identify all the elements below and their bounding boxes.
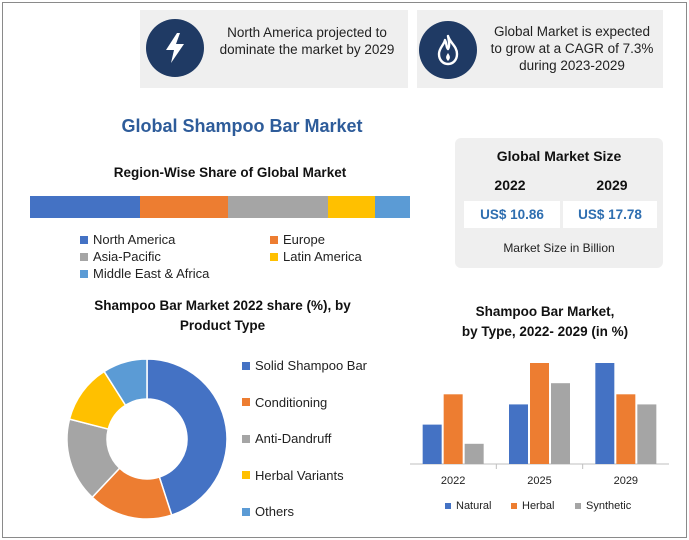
region-legend-item: Latin America (270, 249, 362, 264)
legend-label: Synthetic (586, 500, 632, 512)
donut-legend-item: Solid Shampoo Bar (242, 358, 367, 373)
type-bar-chart: 2022 2025 2029 (410, 363, 669, 487)
callout-text: Global Market is expected to grow at a C… (483, 23, 661, 74)
legend-label: Europe (283, 232, 325, 247)
x-tick-label: 2022 (441, 475, 465, 487)
market-size-box: Global Market Size 2022 2029 US$ 10.86 U… (455, 138, 663, 268)
donut-title-line: Product Type (179, 318, 266, 333)
legend-swatch (575, 503, 581, 509)
market-value-2029: US$ 17.78 (563, 201, 657, 228)
donut-chart (66, 358, 228, 520)
legend-label: Herbal (522, 500, 555, 512)
region-legend-item: North America (80, 232, 175, 247)
bar-natural-2022 (422, 424, 442, 464)
legend-label: Latin America (283, 249, 362, 264)
callout-cagr: Global Market is expected to grow at a C… (417, 10, 663, 88)
donut-title-line: Shampoo Bar Market 2022 share (%), by (94, 298, 351, 313)
region-segment-asia-pacific (227, 196, 329, 218)
donut-slice-solid-shampoo-bar (146, 358, 228, 517)
type-legend-item: Natural (445, 500, 491, 512)
region-segment-middle-east-africa (375, 196, 410, 218)
callout-line: to grow at a CAGR of 7.3% (490, 41, 654, 56)
bar-synthetic-2022 (464, 443, 484, 464)
bar-herbal-2022 (443, 394, 463, 464)
year-label-2022: 2022 (494, 177, 526, 193)
donut-legend-item: Herbal Variants (242, 468, 344, 483)
legend-swatch (242, 507, 250, 516)
legend-label: Middle East & Africa (93, 266, 210, 281)
type-title-line: by Type, 2022- 2029 (in %) (461, 324, 629, 339)
legend-label: Others (255, 504, 295, 519)
main-title: Global Shampoo Bar Market (121, 116, 363, 136)
legend-label: Herbal Variants (255, 467, 344, 483)
region-segment-north-america (30, 196, 141, 218)
flame-icon (437, 34, 459, 66)
legend-label: Conditioning (255, 394, 328, 410)
type-legend-item: Herbal (511, 500, 554, 512)
market-size-note: Market Size in Billion (503, 241, 615, 255)
legend-swatch (80, 252, 88, 261)
year-label-2029: 2029 (596, 177, 628, 193)
market-size-title: Global Market Size (496, 148, 622, 164)
callout-text: North America projected to dominate the … (212, 24, 402, 58)
legend-label: Solid Shampoo Bar (255, 358, 368, 373)
x-tick-label: 2029 (614, 475, 638, 487)
callout-line: Global Market is expected (493, 24, 651, 39)
bar-synthetic-2029 (637, 404, 657, 464)
lightning-icon (166, 33, 184, 63)
donut-chart-title: Shampoo Bar Market 2022 share (%), by Pr… (40, 296, 405, 336)
legend-label: North America (93, 232, 176, 247)
region-chart-title: Region-Wise Share of Global Market (113, 165, 347, 180)
region-stacked-bar (30, 196, 410, 218)
legend-label: Asia-Pacific (93, 249, 161, 264)
callout-icon-circle (419, 21, 477, 79)
region-legend-item: Europe (270, 232, 325, 247)
legend-swatch (80, 235, 88, 244)
bar-natural-2029 (595, 363, 615, 464)
donut-legend-item: Conditioning (242, 395, 327, 410)
legend-swatch (270, 252, 278, 261)
x-tick-label: 2025 (527, 475, 551, 487)
bar-herbal-2029 (616, 394, 636, 464)
legend-swatch (242, 398, 250, 406)
region-legend-item: Middle East & Africa (80, 266, 209, 281)
region-segment-latin-america (328, 196, 376, 218)
region-legend-item: Asia-Pacific (80, 249, 161, 264)
type-chart-title: Shampoo Bar Market, by Type, 2022- 2029 … (415, 302, 675, 342)
callout-line: North America projected to (227, 25, 387, 40)
donut-legend-item: Others (242, 504, 294, 519)
legend-swatch (270, 235, 278, 244)
region-segment-europe (140, 196, 228, 218)
type-legend-item: Synthetic (575, 500, 631, 512)
callout-line: during 2023-2029 (519, 58, 625, 73)
legend-swatch (80, 269, 88, 278)
callout-line: dominate the market by 2029 (219, 42, 395, 57)
legend-label: Anti-Dandruff (255, 431, 332, 446)
donut-legend-item: Anti-Dandruff (242, 431, 331, 446)
legend-swatch (242, 434, 250, 443)
donut-slice-others (103, 358, 148, 407)
market-value-2022: US$ 10.86 (464, 201, 560, 228)
legend-swatch (445, 503, 451, 509)
legend-swatch (242, 471, 250, 479)
bar-herbal-2025 (530, 363, 549, 464)
callout-icon-circle (146, 19, 204, 77)
callout-north-america: North America projected to dominate the … (140, 10, 408, 88)
legend-swatch (511, 503, 517, 509)
bar-synthetic-2025 (551, 383, 570, 464)
bar-natural-2025 (509, 404, 528, 464)
type-title-line: Shampoo Bar Market, (475, 304, 615, 319)
legend-swatch (242, 361, 250, 370)
legend-label: Natural (456, 500, 492, 512)
